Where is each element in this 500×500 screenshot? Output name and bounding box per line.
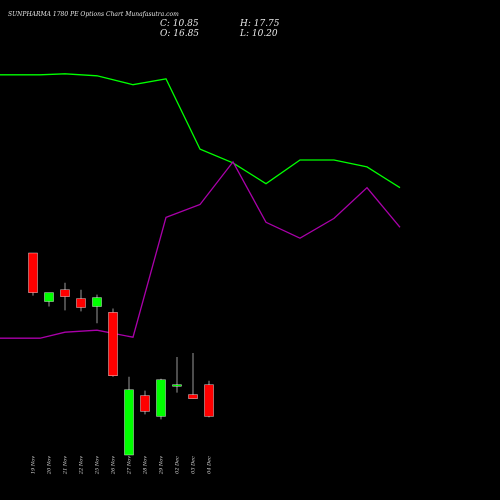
candle-body — [156, 379, 166, 417]
candle-body — [60, 289, 70, 297]
lower-band-line — [0, 160, 401, 339]
bands-layer — [0, 73, 401, 339]
candle-body — [108, 312, 118, 376]
x-tick-label: 20 Nov — [47, 456, 53, 475]
candle — [44, 292, 54, 307]
x-tick-label: 02 Dec — [175, 456, 181, 474]
x-tick-label: 21 Nov — [63, 456, 69, 475]
candle-body — [76, 298, 86, 308]
x-tick-label: 22 Nov — [79, 456, 85, 475]
candle — [172, 357, 182, 393]
candle — [28, 252, 38, 296]
candle-body — [204, 384, 214, 417]
candles-layer — [28, 252, 214, 456]
x-tick-label: 25 Nov — [95, 456, 101, 475]
upper-band-line — [0, 73, 401, 189]
x-tick-label: 27 Nov — [127, 456, 133, 475]
low-value: L: 10.20 — [239, 29, 278, 39]
candle-body — [124, 389, 134, 456]
high-value: H: 17.75 — [239, 19, 280, 29]
candle — [76, 289, 86, 312]
x-tick-label: 19 Nov — [31, 456, 37, 474]
x-axis: 19 Nov 20 Nov 21 Nov 22 Nov 25 Nov 26 Nov 27 N… — [31, 456, 213, 475]
candle — [60, 282, 70, 311]
x-tick-label: 04 Dec — [207, 456, 213, 474]
candle — [140, 390, 150, 415]
candle — [124, 376, 134, 456]
chart-title: SUNPHARMA 1780 PE Options Chart Munafasu… — [8, 11, 179, 18]
candle — [188, 353, 198, 399]
x-tick-label: 03 Dec — [191, 456, 197, 474]
candle-body — [92, 297, 102, 307]
x-tick-label: 29 Nov — [159, 456, 165, 475]
close-value: C: 10.85 — [160, 19, 199, 29]
candle-body — [172, 384, 182, 387]
candle-body — [140, 395, 150, 412]
x-tick-label: 26 Nov — [111, 456, 117, 475]
candle — [108, 308, 118, 377]
candle — [156, 378, 166, 420]
candle-body — [44, 292, 54, 302]
candle — [92, 294, 102, 324]
open-value: O: 16.85 — [160, 29, 199, 39]
x-tick-label: 28 Nov — [143, 456, 149, 475]
candle-body — [188, 394, 198, 399]
candle — [204, 380, 214, 418]
candle-body — [28, 252, 38, 293]
